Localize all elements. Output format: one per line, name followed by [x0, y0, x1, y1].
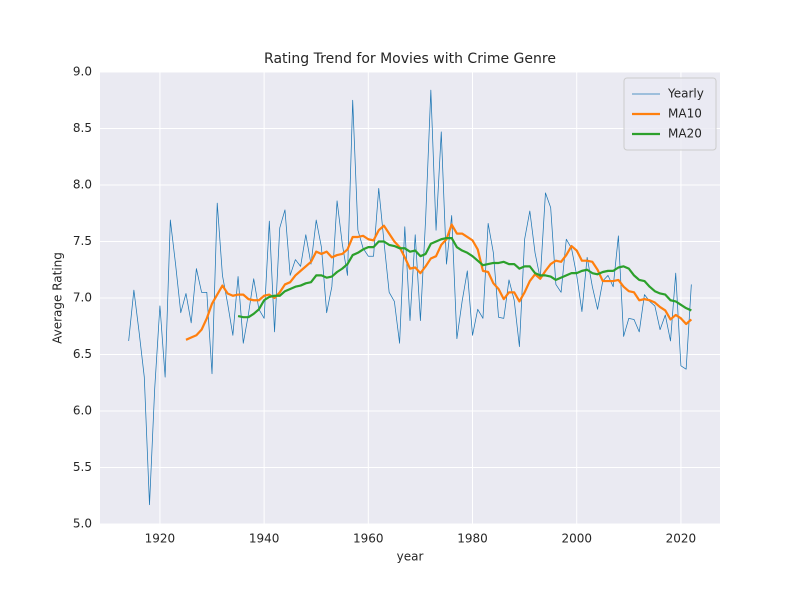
y-tick-label: 9.0 [73, 65, 92, 79]
x-tick-label: 2000 [561, 532, 592, 546]
series-line [128, 89, 692, 506]
legend-box [623, 77, 717, 151]
legend: Yearly MA10 MA20 [623, 77, 717, 151]
x-tick-label: 1980 [457, 532, 488, 546]
x-tick-label: 1960 [353, 532, 384, 546]
y-tick-label: 8.0 [73, 178, 92, 192]
x-axis-label: year [397, 550, 424, 564]
y-tick-label: 5.5 [73, 460, 92, 474]
x-tick-label: 1920 [145, 532, 176, 546]
y-tick-label: 8.5 [73, 121, 92, 135]
legend-label: MA10 [668, 107, 702, 121]
series-line [185, 223, 693, 341]
y-tick-label: 5.0 [73, 517, 92, 531]
y-tick-label: 7.0 [73, 291, 92, 305]
legend-label: MA20 [668, 127, 702, 141]
y-tick-label: 7.5 [73, 234, 92, 248]
x-tick-label: 1940 [249, 532, 280, 546]
legend-label: Yearly [667, 87, 704, 101]
y-axis-label: Average Rating [51, 252, 65, 344]
chart-title: Rating Trend for Movies with Crime Genre [264, 51, 556, 67]
y-tick-label: 6.0 [73, 404, 92, 418]
y-tick-label: 6.5 [73, 347, 92, 361]
series-line [237, 237, 692, 319]
x-tick-label: 2020 [666, 532, 697, 546]
